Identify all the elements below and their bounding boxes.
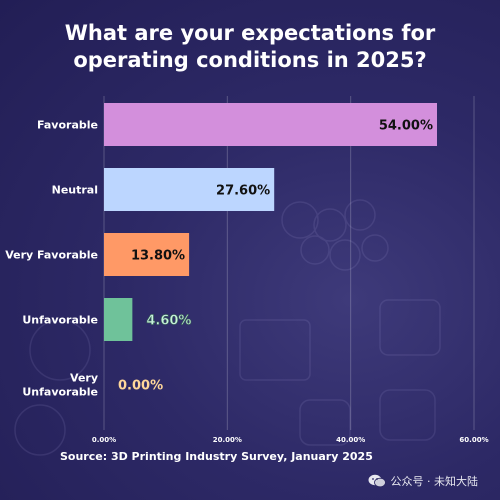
x-tick-label: 20.00% bbox=[213, 436, 242, 444]
category-label: Unfavorable bbox=[22, 314, 98, 327]
data-label: 0.00% bbox=[118, 379, 163, 394]
category-label: Very Favorable bbox=[5, 249, 98, 262]
watermark-text: 公众号 · 未知大陆 bbox=[390, 475, 479, 488]
source-note: Source: 3D Printing Industry Survey, Jan… bbox=[60, 450, 373, 463]
bar bbox=[104, 168, 275, 211]
x-tick-label: 40.00% bbox=[336, 436, 365, 444]
x-tick-label: 0.00% bbox=[92, 436, 116, 444]
wechat-icon bbox=[368, 474, 386, 488]
bar bbox=[104, 103, 437, 146]
category-label: Very Unfavorable bbox=[22, 372, 98, 399]
category-label: Neutral bbox=[52, 184, 98, 197]
data-label: 27.60% bbox=[216, 184, 270, 199]
bar bbox=[104, 298, 133, 341]
data-label: 13.80% bbox=[131, 249, 185, 264]
watermark: 公众号 · 未知大陆 bbox=[368, 473, 479, 489]
chart-title-line-1: What are your expectations for bbox=[64, 21, 436, 45]
x-tick-label: 60.00% bbox=[459, 436, 488, 444]
data-label: 54.00% bbox=[379, 119, 433, 134]
data-label: 4.60% bbox=[146, 314, 191, 329]
bar bbox=[104, 233, 190, 276]
chart-title-line-2: operating conditions in 2025? bbox=[73, 48, 427, 72]
category-label: Favorable bbox=[37, 119, 98, 132]
chart-title: What are your expectations for operating… bbox=[0, 20, 500, 74]
